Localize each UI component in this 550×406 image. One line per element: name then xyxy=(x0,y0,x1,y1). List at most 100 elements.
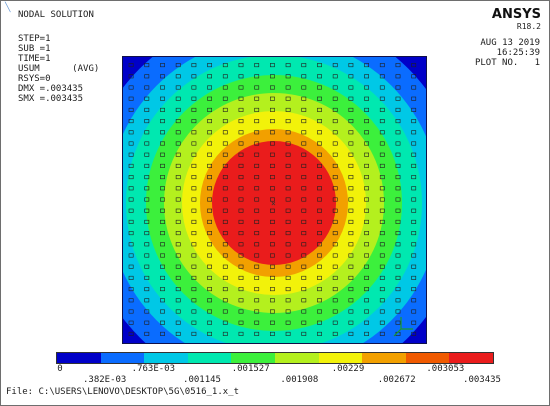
node-marker xyxy=(270,63,275,68)
node-marker xyxy=(222,309,228,314)
node-marker xyxy=(175,231,181,236)
node-marker xyxy=(411,175,417,180)
legend-tick-top-1: .763E-03 xyxy=(131,364,176,374)
node-marker xyxy=(238,85,244,90)
node-marker xyxy=(317,152,322,157)
node-marker xyxy=(254,219,260,224)
legend-tick-bottom-2: .001908 xyxy=(280,375,319,385)
node-marker xyxy=(222,298,228,303)
axis-triad-icon xyxy=(393,317,413,337)
node-marker xyxy=(254,107,260,112)
node-marker xyxy=(348,186,354,191)
node-marker xyxy=(301,264,307,269)
node-marker xyxy=(160,242,165,247)
node-marker xyxy=(128,186,134,191)
node-marker xyxy=(144,231,150,236)
node-marker xyxy=(301,197,307,202)
node-marker xyxy=(207,331,212,336)
node-marker xyxy=(395,85,401,90)
node-marker xyxy=(285,141,291,146)
node-marker xyxy=(395,63,401,68)
node-marker xyxy=(207,298,212,303)
node-marker xyxy=(348,152,354,157)
node-marker xyxy=(379,96,385,101)
node-marker xyxy=(254,130,260,135)
node-marker xyxy=(191,264,197,269)
node-marker xyxy=(301,242,307,247)
node-marker xyxy=(379,130,385,135)
node-marker xyxy=(317,141,322,146)
node-marker xyxy=(285,119,291,124)
node-marker xyxy=(301,208,307,213)
node-marker xyxy=(332,309,338,314)
node-marker xyxy=(395,96,401,101)
node-marker xyxy=(332,107,338,112)
node-marker xyxy=(160,298,165,303)
node-marker xyxy=(160,119,165,124)
node-marker xyxy=(379,163,385,168)
legend-band-8 xyxy=(405,353,450,363)
node-marker xyxy=(332,141,338,146)
node-marker xyxy=(238,141,244,146)
node-marker xyxy=(332,96,338,101)
node-marker xyxy=(270,141,275,146)
node-marker xyxy=(128,208,134,213)
node-marker xyxy=(364,320,369,325)
node-marker xyxy=(364,219,369,224)
node-marker xyxy=(160,63,165,68)
node-marker xyxy=(144,242,150,247)
node-marker xyxy=(348,331,354,336)
dmx-label: DMX =.003435 xyxy=(18,84,84,94)
node-marker xyxy=(317,63,322,68)
node-marker xyxy=(144,63,150,68)
node-marker xyxy=(191,141,197,146)
node-marker xyxy=(332,242,338,247)
legend-tick-top-2: .001527 xyxy=(231,364,270,374)
node-marker xyxy=(222,331,228,336)
node-marker xyxy=(395,119,401,124)
node-marker xyxy=(238,107,244,112)
node-marker xyxy=(395,107,401,112)
node-marker xyxy=(175,107,181,112)
node-marker xyxy=(144,320,150,325)
node-marker xyxy=(222,264,228,269)
legend-tick-bottom-0: .382E-03 xyxy=(82,375,127,385)
node-marker xyxy=(207,208,212,213)
node-marker xyxy=(395,298,401,303)
node-marker xyxy=(128,309,134,314)
contour-plot: × xyxy=(122,56,427,344)
node-marker xyxy=(364,331,369,336)
node-marker xyxy=(160,253,165,258)
node-marker xyxy=(270,320,275,325)
node-marker xyxy=(160,96,165,101)
node-marker xyxy=(144,186,150,191)
node-marker xyxy=(285,107,291,112)
node-marker xyxy=(128,242,134,247)
node-marker xyxy=(270,163,275,168)
node-marker xyxy=(301,130,307,135)
node-marker xyxy=(128,130,134,135)
node-marker xyxy=(222,119,228,124)
node-marker xyxy=(301,331,307,336)
node-marker xyxy=(270,275,275,280)
node-marker xyxy=(175,242,181,247)
node-marker xyxy=(144,74,150,79)
node-marker xyxy=(317,175,322,180)
node-marker xyxy=(411,186,417,191)
node-marker xyxy=(301,107,307,112)
node-marker xyxy=(348,96,354,101)
ansys-logo: ANSYS xyxy=(491,7,541,22)
node-marker xyxy=(254,208,260,213)
node-marker xyxy=(144,197,150,202)
node-marker xyxy=(207,163,212,168)
node-marker xyxy=(128,298,134,303)
node-marker xyxy=(175,331,181,336)
node-marker xyxy=(348,107,354,112)
node-marker xyxy=(379,242,385,247)
node-marker xyxy=(411,85,417,90)
node-marker xyxy=(332,320,338,325)
node-marker xyxy=(285,163,291,168)
node-marker xyxy=(301,219,307,224)
node-marker xyxy=(379,231,385,236)
node-marker xyxy=(317,264,322,269)
